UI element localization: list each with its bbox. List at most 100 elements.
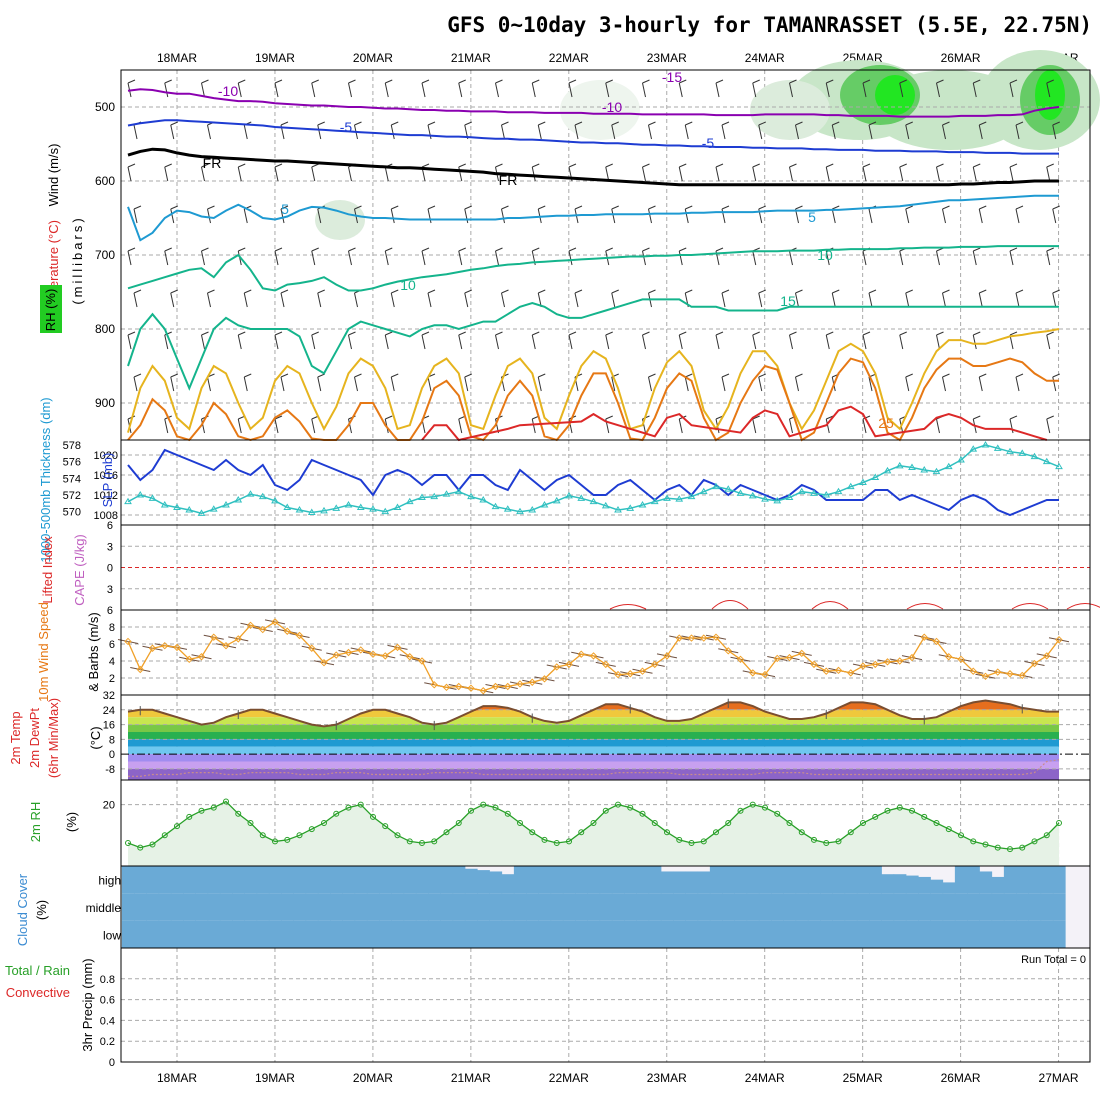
wind-speed-axis-label: 10m Wind Speed [36,602,51,702]
cloud-bar [575,920,588,948]
wind-barb [574,289,583,294]
wind-speed-point [344,648,353,657]
cloud-bar [648,893,662,921]
wind-barb [274,415,283,420]
top-date-label: 19MAR [255,51,295,65]
temperature-contour [127,357,1059,442]
wind-barb [568,163,577,168]
wind-barb [978,124,983,140]
wind-barb [685,373,693,378]
wind-barb [495,79,503,84]
wind-speed-point [969,667,977,675]
wind-barb [311,82,316,98]
wind-barb [568,247,577,252]
contour-label: -15 [662,69,682,85]
precip-tick-label: 0 [109,1057,115,1069]
wind-barb [538,289,546,294]
wind-barb [1009,418,1014,434]
wind-barb [825,82,830,98]
wind-barb [201,163,209,168]
cloud-bar [477,920,490,948]
cloud-bar [317,893,331,921]
thickness-point [993,444,1002,451]
cloud-bar [121,893,135,921]
thickness-point [1018,449,1027,456]
wind-speed-point [222,641,230,650]
cloud-bar [207,920,221,948]
cloud-bar [366,920,380,948]
wind-barb [972,250,977,266]
wind-barb [532,79,540,84]
thickness-point [320,506,328,514]
wind-barb [825,418,830,434]
wind-barb [427,124,432,140]
wind-barb [611,376,616,392]
rh-point [615,801,621,808]
wind-barb [1015,208,1020,224]
thickness-point [148,494,157,501]
thickness-point [528,506,537,513]
wind-barb [942,373,950,378]
wind-barb [274,82,279,98]
cloud-bar [807,866,821,894]
top-date-label: 20MAR [353,51,393,65]
rh-point [1019,844,1026,851]
temp-tick-label: -8 [105,764,115,776]
wind-barb [825,166,830,182]
wind-barb [311,166,316,182]
wind-speed-point [1018,671,1026,680]
temperature-band [128,754,1059,762]
wind-barb [868,208,873,224]
cloud-bar [489,920,503,948]
wind-speed-point [332,651,340,659]
cloud-bar [428,866,441,894]
cloud-bar [1028,893,1042,921]
wind-barb [495,331,503,336]
wind-barb [311,250,316,266]
cloud-bar [281,893,294,921]
cloud-bar [562,920,576,948]
cloud-bar [464,868,478,894]
wind-barb [678,418,683,434]
wind-barb [574,124,579,140]
wind-barb [133,376,138,392]
rh-point [835,838,842,845]
wind-barb [795,121,803,126]
wind-speed-point [455,682,463,691]
wind-barb [1009,250,1014,266]
wind-barb [501,292,505,308]
cloud-bar [1040,920,1054,948]
wind-barb [1015,121,1024,126]
cloud-bar [599,893,613,921]
wind-barb [458,418,463,434]
wind-barb [427,376,432,392]
cloud-bar [942,893,956,921]
wind-barb [391,205,399,210]
wind-barb [826,163,834,168]
cloud-bar [918,876,931,894]
wind-barb [170,373,178,378]
wind-barb [942,121,950,126]
wind-barb [390,376,395,392]
wind-barb [237,82,242,98]
cloud-bar [158,920,172,948]
wind-barb [207,289,215,294]
thickness-point [859,478,867,485]
li-point [811,601,849,610]
wind-barb [679,247,687,252]
cloud-bar [183,866,196,894]
wind-speed-point [1043,652,1051,660]
wind-barb [201,418,205,434]
cloud-bar [1016,893,1029,921]
cloud-bar [979,893,993,921]
rh-point [1056,820,1062,826]
thickness-point [834,487,843,495]
temperature-band [128,746,1059,755]
wind-speed-point [614,670,622,679]
wind-barb [752,418,757,434]
cloud-bar [918,920,931,948]
contour-label: -5 [340,119,353,135]
wind-barb [795,373,803,378]
cloud-bar [281,920,294,948]
rh-point [186,813,193,820]
